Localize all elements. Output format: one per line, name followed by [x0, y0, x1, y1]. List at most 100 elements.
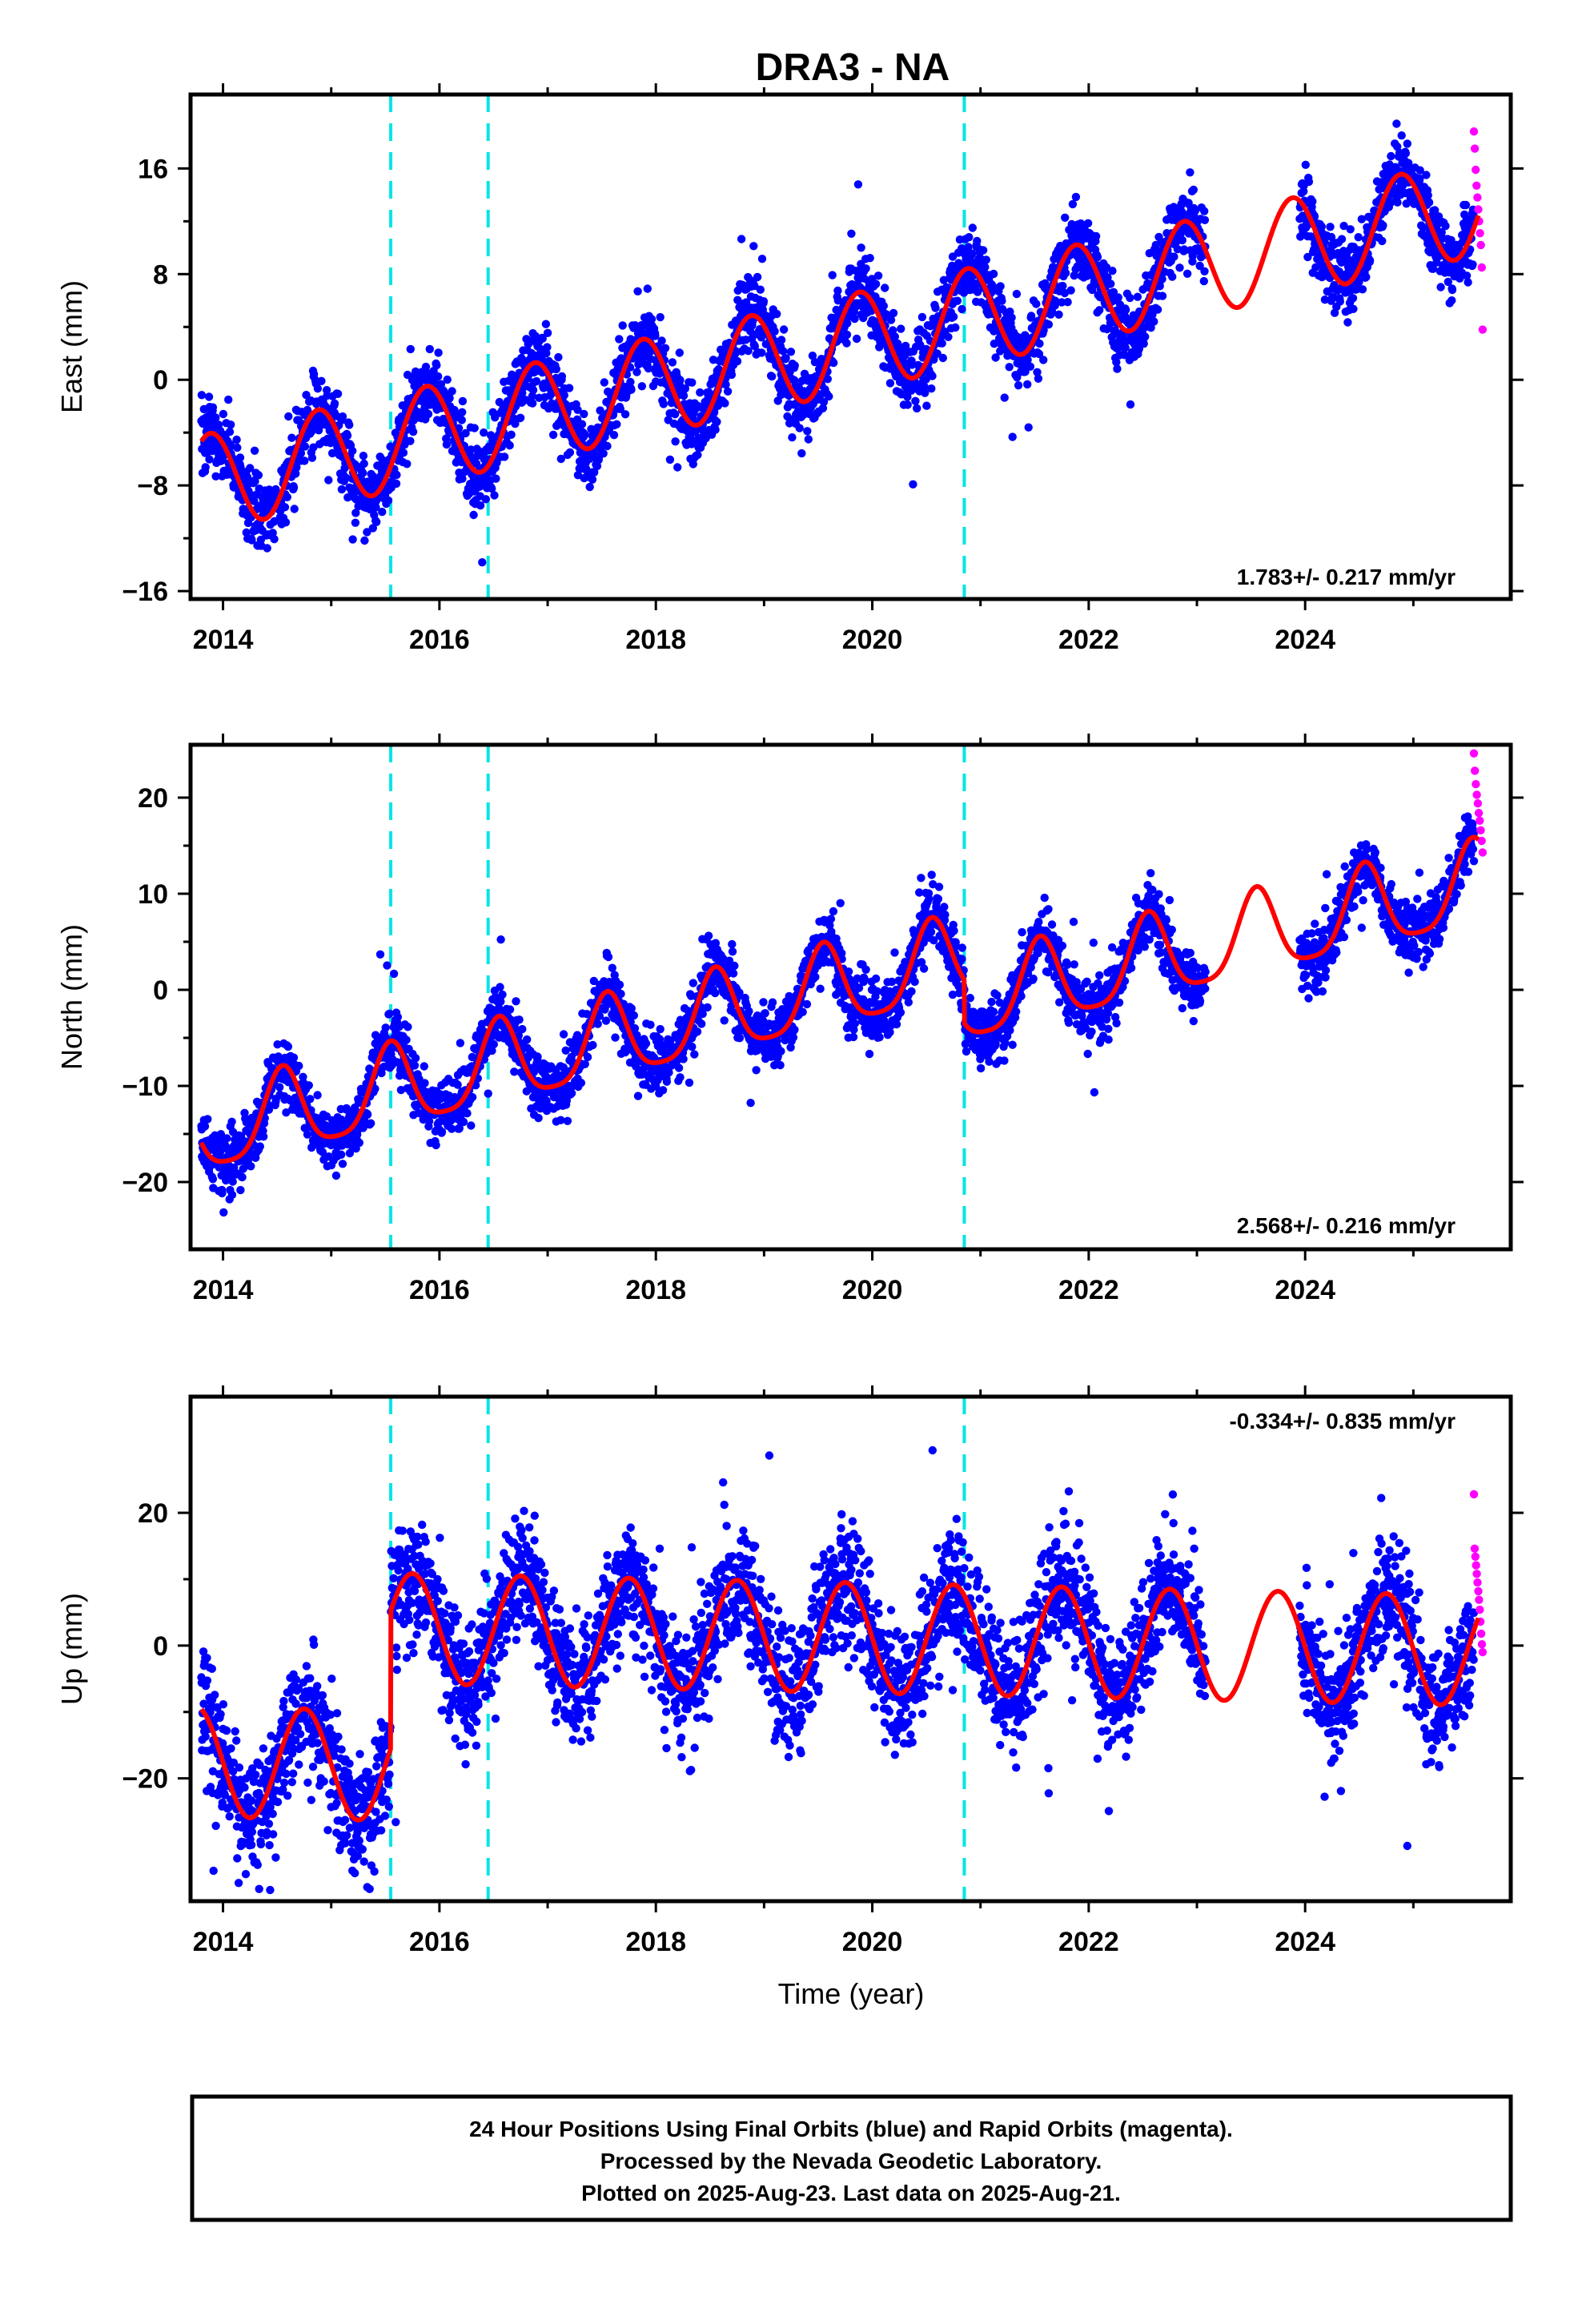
final-orbit-point	[604, 952, 613, 962]
final-orbit-point	[671, 437, 680, 446]
final-orbit-point	[968, 223, 978, 232]
final-orbit-point	[557, 372, 567, 381]
final-orbit-point	[757, 348, 766, 357]
final-orbit-point	[921, 388, 930, 397]
final-orbit-point	[381, 1023, 390, 1032]
final-orbit-point	[227, 420, 235, 429]
final-orbit-point	[656, 1024, 665, 1034]
final-orbit-point	[853, 180, 863, 189]
rapid-orbit-point	[1470, 144, 1480, 153]
final-orbit-point	[657, 336, 666, 345]
final-orbit-point	[461, 428, 470, 438]
final-orbit-point	[389, 969, 399, 979]
final-orbit-point	[1007, 313, 1016, 322]
final-orbit-point	[713, 417, 721, 426]
final-orbit-point	[889, 308, 898, 318]
final-orbit-point	[1139, 340, 1148, 348]
final-orbit-point	[399, 448, 408, 457]
final-orbit-point	[1058, 298, 1066, 307]
final-orbit-point	[829, 358, 838, 368]
final-orbit-point	[685, 1078, 694, 1088]
final-orbit-point	[795, 424, 804, 432]
final-orbit-point	[457, 416, 466, 424]
final-orbit-point	[478, 558, 487, 567]
final-orbit-point	[498, 990, 507, 999]
final-orbit-point	[421, 362, 431, 372]
final-orbit-point	[673, 463, 682, 472]
final-orbit-point	[632, 368, 641, 376]
final-orbit-point	[317, 376, 326, 385]
x-tick-label: 2024	[1275, 625, 1335, 655]
final-orbit-point	[1133, 292, 1142, 301]
final-orbit-point	[1014, 381, 1023, 390]
final-orbit-point	[693, 450, 702, 460]
x-tick-label: 2020	[842, 625, 903, 655]
final-orbit-point	[491, 413, 500, 422]
final-orbit-point	[1113, 364, 1122, 373]
final-orbit-point	[842, 339, 851, 348]
final-orbit-point	[596, 406, 604, 415]
final-orbit-point	[949, 312, 958, 321]
final-orbit-point	[651, 332, 660, 340]
final-orbit-point	[573, 405, 582, 414]
final-orbit-point	[404, 1023, 412, 1031]
final-orbit-point	[616, 404, 624, 413]
final-orbit-point	[226, 440, 235, 449]
final-orbit-point	[564, 384, 574, 392]
final-orbit-point	[828, 271, 837, 279]
final-orbit-point	[480, 428, 488, 437]
final-orbit-point	[928, 372, 937, 380]
final-orbit-point	[250, 446, 259, 455]
final-orbit-point	[996, 282, 1005, 291]
final-orbit-point	[331, 1171, 341, 1180]
final-orbit-point	[1126, 400, 1135, 409]
final-orbit-point	[611, 1033, 620, 1042]
final-orbit-point	[1348, 294, 1358, 303]
final-orbit-point	[275, 1083, 284, 1092]
final-orbit-point	[255, 1142, 264, 1151]
final-orbit-point	[600, 378, 608, 387]
final-orbit-point	[593, 1019, 602, 1028]
final-orbit-point	[583, 1052, 592, 1062]
final-orbit-point	[541, 320, 551, 328]
final-orbit-point	[1083, 219, 1093, 227]
final-orbit-point	[573, 471, 583, 480]
final-orbit-point	[233, 443, 242, 452]
final-orbit-point	[528, 399, 537, 408]
final-orbit-point	[363, 528, 371, 537]
final-orbit-point	[458, 474, 467, 483]
plot-area	[197, 94, 1488, 599]
final-orbit-point	[488, 484, 496, 493]
final-orbit-point	[797, 448, 806, 458]
final-orbit-point	[280, 503, 290, 512]
final-orbit-point	[1121, 344, 1130, 352]
final-orbit-point	[675, 348, 684, 357]
final-orbit-point	[268, 529, 277, 537]
final-orbit-point	[307, 453, 317, 462]
final-orbit-point	[865, 254, 874, 263]
final-orbit-point	[1063, 298, 1072, 307]
final-orbit-point	[445, 394, 454, 403]
final-orbit-point	[359, 468, 367, 477]
final-orbit-point	[576, 1079, 586, 1088]
final-orbit-point	[406, 344, 415, 354]
final-orbit-point	[833, 286, 842, 296]
rapid-orbit-point	[1472, 165, 1480, 175]
final-orbit-point	[505, 1005, 515, 1014]
rapid-orbit-point	[1477, 263, 1487, 272]
final-orbit-point	[403, 460, 412, 468]
figure-title: DRA3 - NA	[756, 46, 950, 89]
rapid-orbit-point	[1476, 240, 1485, 250]
final-orbit-point	[989, 269, 998, 279]
final-orbit-point	[609, 431, 619, 440]
final-orbit-point	[1393, 198, 1402, 207]
final-orbit-point	[721, 399, 729, 408]
final-orbit-point	[1114, 293, 1123, 302]
final-orbit-point	[201, 463, 210, 472]
final-orbit-point	[543, 343, 552, 352]
final-orbit-point	[850, 314, 859, 324]
final-orbit-point	[1032, 300, 1041, 308]
final-orbit-point	[1150, 317, 1158, 326]
